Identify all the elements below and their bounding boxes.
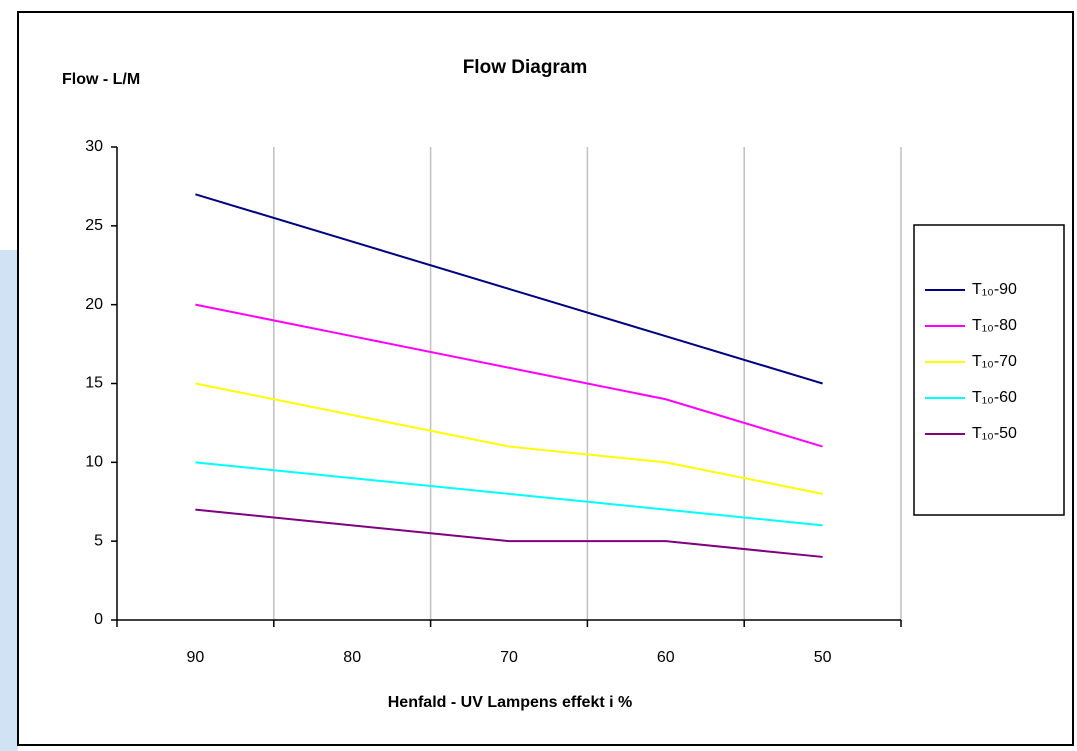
x-tick-label: 80 [343,649,361,666]
series-line [195,508,823,558]
series-line [195,461,823,527]
y-tick-label: 20 [85,296,103,313]
legend-label: T₁₀-80 [972,317,1017,334]
x-tick-label: 60 [657,649,675,666]
legend-label: T₁₀-70 [972,353,1017,370]
side-decoration [0,250,18,751]
x-tick-label: 50 [814,649,832,666]
x-axis-label: Henfald - UV Lampens effekt i % [388,694,633,711]
x-tick-label: 90 [187,649,205,666]
legend-label: T₁₀-50 [972,425,1017,442]
series-line [195,193,823,385]
chart-frame [17,11,1074,746]
legend-box [913,224,1065,516]
chart-title: Flow Diagram [463,57,588,78]
y-tick-label: 25 [85,217,103,234]
y-tick-label: 0 [94,611,103,628]
series-line [195,382,823,495]
y-tick-label: 30 [85,138,103,155]
legend-label: T₁₀-60 [972,389,1017,406]
y-tick-label: 5 [94,532,103,549]
series-line [195,303,823,448]
y-tick-label: 10 [85,454,103,471]
y-tick-label: 15 [85,375,103,392]
y-axis-label: Flow - L/M [62,71,140,88]
x-tick-label: 70 [500,649,518,666]
legend-label: T₁₀-90 [972,281,1017,298]
